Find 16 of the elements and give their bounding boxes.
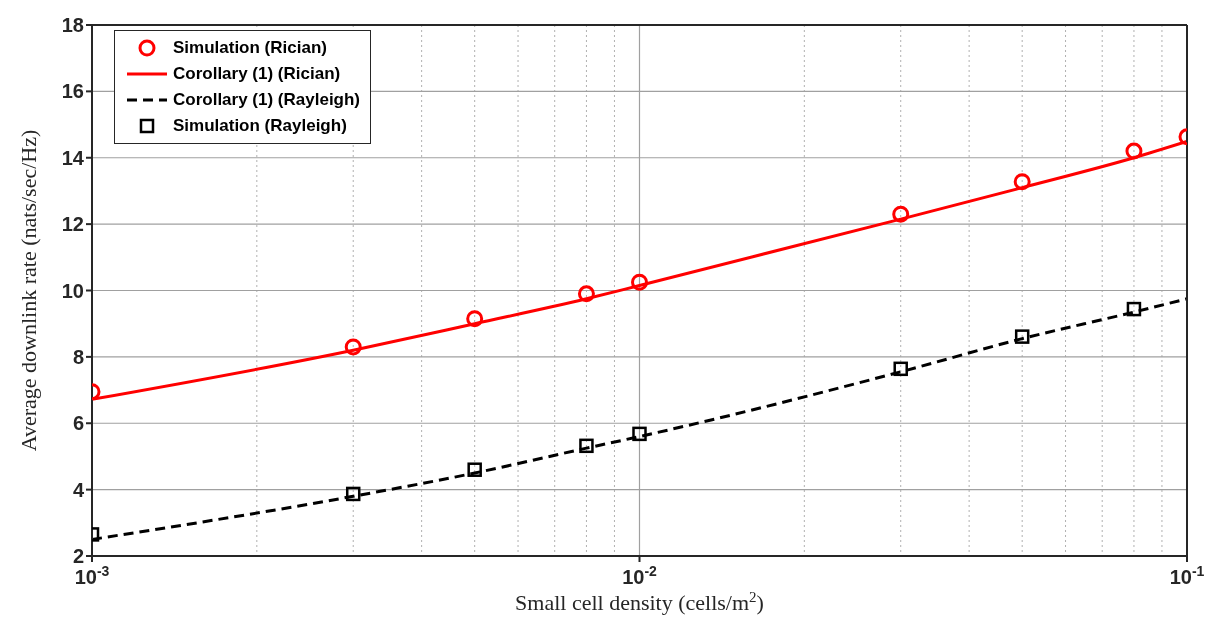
- y-axis-title: Average downlink rate (nats/sec/Hz): [16, 129, 41, 452]
- y-tick-label: 10: [61, 279, 84, 302]
- legend-label: Corollary (1) (Rician): [173, 64, 341, 84]
- legend-label: Simulation (Rician): [173, 38, 327, 58]
- legend-label: Corollary (1) (Rayleigh): [173, 90, 361, 110]
- y-tick-label: 14: [61, 146, 85, 169]
- y-tick-label: 16: [61, 80, 84, 103]
- x-tick-label: 10$^{-2}$: [622, 563, 658, 588]
- y-tick-label: 8: [72, 345, 84, 368]
- x-axis-title: Small cell density (cells/m$^{2}$): [515, 589, 764, 615]
- y-tick-label: 4: [72, 478, 85, 501]
- legend-label: Simulation (Rayleigh): [173, 116, 347, 136]
- y-tick-label: 12: [61, 213, 84, 236]
- x-tick-label: 10$^{-1}$: [1169, 563, 1205, 588]
- y-tick-label: 6: [72, 412, 84, 435]
- y-tick-label: 18: [61, 14, 84, 37]
